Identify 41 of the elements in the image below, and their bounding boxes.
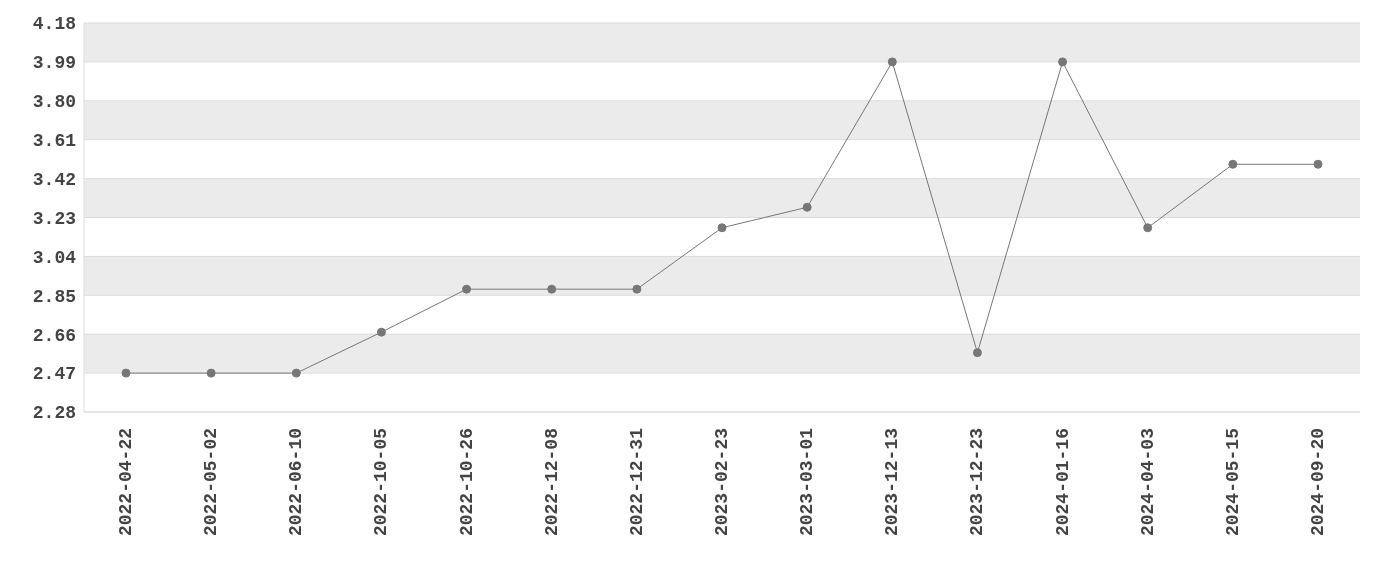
point	[291, 368, 301, 378]
x-tick-label: 2022-12-08	[541, 428, 562, 537]
point	[376, 327, 386, 337]
point	[717, 223, 727, 233]
point	[1228, 159, 1238, 169]
x-tick-label: 2022-10-05	[371, 428, 392, 537]
y-tick-label: 3.80	[32, 92, 76, 113]
y-tick-label: 2.66	[32, 325, 76, 346]
y-tick-label: 2.47	[32, 364, 76, 385]
x-tick-label: 2024-09-20	[1308, 428, 1328, 537]
point	[887, 57, 897, 67]
point	[121, 368, 131, 378]
x-tick-label: 2022-05-02	[201, 428, 222, 537]
x-tick-label: 2022-12-31	[626, 427, 647, 537]
x-tick-label: 2023-03-01	[797, 427, 818, 537]
y-tick-label: 3.04	[32, 247, 77, 268]
x-tick-label: 2023-02-23	[712, 428, 732, 537]
x-tick-label: 2023-12-23	[967, 428, 988, 537]
y-tick-label: 4.18	[32, 14, 76, 35]
x-tick-label: 2024-01-16	[1052, 428, 1073, 537]
point	[1058, 57, 1068, 67]
y-tick-label: 3.42	[32, 169, 76, 190]
y-tick-label: 2.85	[32, 286, 76, 307]
point	[206, 368, 216, 378]
x-tick-label: 2022-10-26	[456, 428, 477, 537]
point	[972, 348, 982, 358]
y-tick-label: 2.28	[32, 403, 76, 424]
x-tick-label: 2023-12-13	[882, 428, 903, 537]
x-tick-label: 2024-04-03	[1137, 428, 1158, 537]
point	[1143, 223, 1153, 233]
x-tick-label: 2022-04-22	[116, 428, 136, 537]
y-tick-label: 3.23	[32, 208, 76, 229]
y-tick-label: 3.61	[32, 131, 77, 152]
x-tick-label: 2022-06-10	[286, 428, 307, 537]
point	[1313, 159, 1323, 169]
point	[462, 284, 472, 294]
point	[802, 202, 812, 212]
point	[547, 284, 557, 294]
point	[632, 284, 642, 294]
x-tick-label: 2024-05-15	[1222, 428, 1243, 537]
y-tick-label: 3.99	[32, 53, 76, 74]
